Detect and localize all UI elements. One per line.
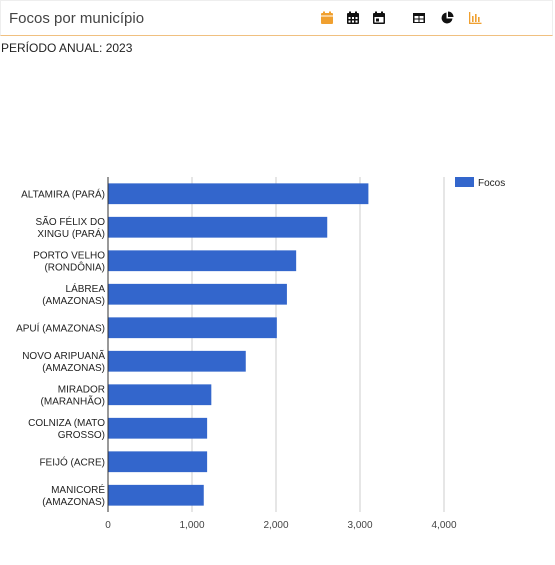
bar-chart: ALTAMIRA (PARÁ) SÃO FÉLIX DO XINGU (PARÁ) P… (16, 177, 505, 531)
pie-chart-icon[interactable] (440, 11, 454, 25)
panel-title: Focos por município (9, 10, 145, 27)
x-tick-label: 0 (105, 520, 111, 531)
category-label: COLNIZA (MATO GROSSO) (28, 418, 105, 441)
x-tick-label: 2,000 (263, 520, 288, 531)
category-label: MANICORÉ (AMAZONAS) (42, 483, 105, 508)
period-label: PERÍODO ANUAL: 2023 (1, 41, 133, 55)
bar (108, 350, 246, 372)
bar (108, 417, 208, 439)
calendar-grid-icon[interactable] (346, 11, 360, 25)
bar (108, 484, 204, 506)
category-label: ALTAMIRA (PARÁ) (21, 187, 105, 200)
bar-chart-icon[interactable] (468, 11, 482, 25)
calendar-day-icon[interactable] (372, 11, 386, 25)
x-tick-label: 4,000 (431, 520, 456, 531)
panel-header: Focos por município (0, 0, 553, 36)
category-label: FEIJÓ (ACRE) (39, 455, 105, 468)
category-label: APUÍ (AMAZONAS) (16, 321, 105, 334)
bar (108, 250, 297, 272)
x-tick-label: 3,000 (347, 520, 372, 531)
category-label: LÁBREA (AMAZONAS) (42, 282, 105, 307)
category-label: NOVO ARIPUANÃ (AMAZONAS) (22, 349, 105, 374)
category-label: PORTO VELHO (RONDÔNIA) (33, 250, 105, 273)
bar (108, 317, 277, 339)
x-tick-label: 1,000 (179, 520, 204, 531)
category-label: MIRADOR (MARANHÃO) (41, 384, 105, 407)
legend-swatch (455, 177, 474, 187)
table-icon[interactable] (412, 11, 426, 25)
category-label: SÃO FÉLIX DO XINGU (PARÁ) (36, 215, 106, 240)
calendar-month-icon[interactable] (320, 11, 334, 25)
bar (108, 384, 212, 406)
bar (108, 283, 287, 305)
chart-toolbar (0, 11, 555, 27)
bar (108, 183, 369, 205)
legend-label: Focos (478, 178, 505, 189)
bar (108, 216, 328, 238)
bar (108, 451, 208, 473)
